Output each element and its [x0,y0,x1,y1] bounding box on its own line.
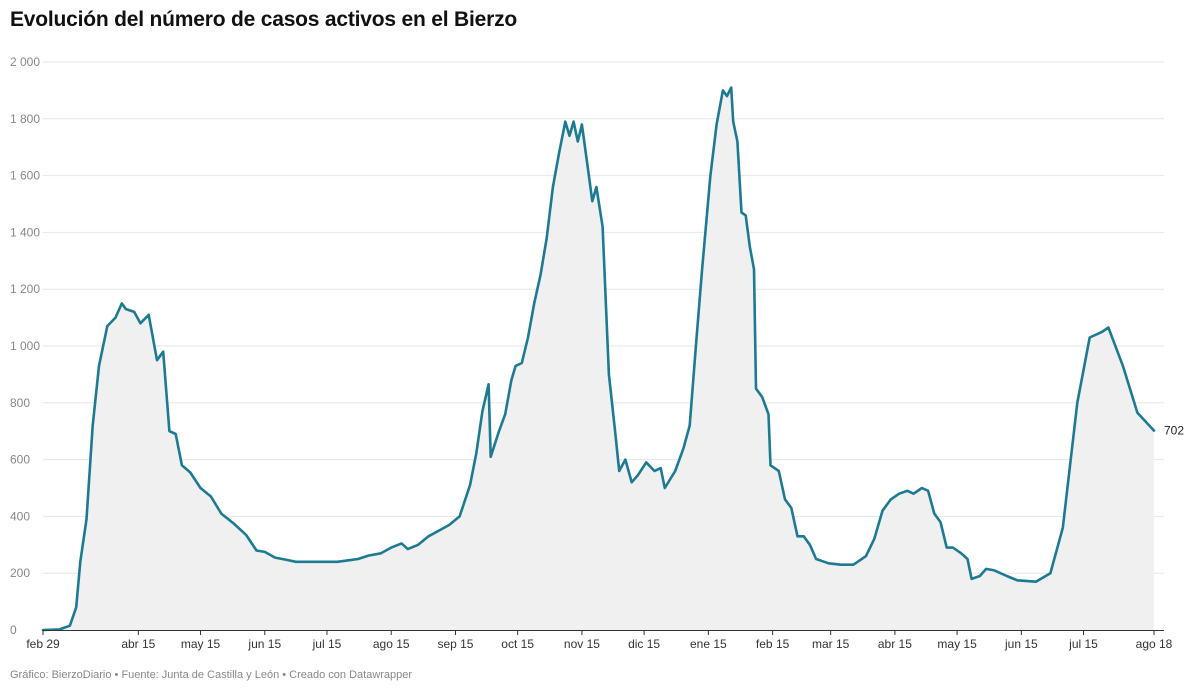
x-tick-label: feb 15 [756,637,790,651]
x-tick-label: jun 15 [247,637,281,651]
y-axis-ticks: 0 200 400 600 800 1 000 1 200 1 400 1 600 1 800 2 … [10,55,40,637]
y-tick-label: 2 000 [10,55,40,69]
series-group [41,86,1156,632]
series-line [41,86,1156,632]
chart-footer: Gráfico: BierzoDiario • Fuente: Junta de… [10,669,413,681]
x-tick-label: jul 15 [1068,637,1098,651]
y-tick-label: 0 [10,623,17,637]
y-tick-label: 1 400 [10,225,40,239]
x-axis-ticks: feb 29 abr 15 may 15 jun 15 jul 15 ago 15 sep … [26,630,1173,651]
series-area [43,87,1154,631]
x-tick-label: nov 15 [564,637,600,651]
x-tick-label: ago 15 [373,637,410,651]
x-tick-label: abr 15 [121,637,155,651]
last-value-label: 702 [1164,424,1184,438]
x-tick-label: oct 15 [501,637,534,651]
y-tick-label: 200 [10,566,30,580]
x-tick-label: may 15 [181,637,221,651]
x-tick-label: ago 18 [1136,637,1173,651]
x-tick-label: dic 15 [628,637,660,651]
y-tick-label: 1 600 [10,169,40,183]
y-tick-label: 600 [10,453,30,467]
x-tick-label: ene 15 [690,637,727,651]
page-title: Evolución del número de casos activos en… [10,8,517,31]
y-tick-label: 800 [10,396,30,410]
y-tick-label: 1 000 [10,339,40,353]
x-tick-label: mar 15 [812,637,850,651]
x-tick-label: feb 29 [26,637,60,651]
x-tick-label: jun 15 [1004,637,1038,651]
x-tick-label: abr 15 [878,637,912,651]
x-tick-label: sep 15 [437,637,473,651]
x-tick-label: may 15 [937,637,977,651]
value-labels: 702 [1164,424,1184,438]
x-tick-label: jul 15 [312,637,342,651]
y-tick-label: 400 [10,509,30,523]
y-tick-label: 1 200 [10,282,40,296]
y-tick-label: 1 800 [10,112,40,126]
